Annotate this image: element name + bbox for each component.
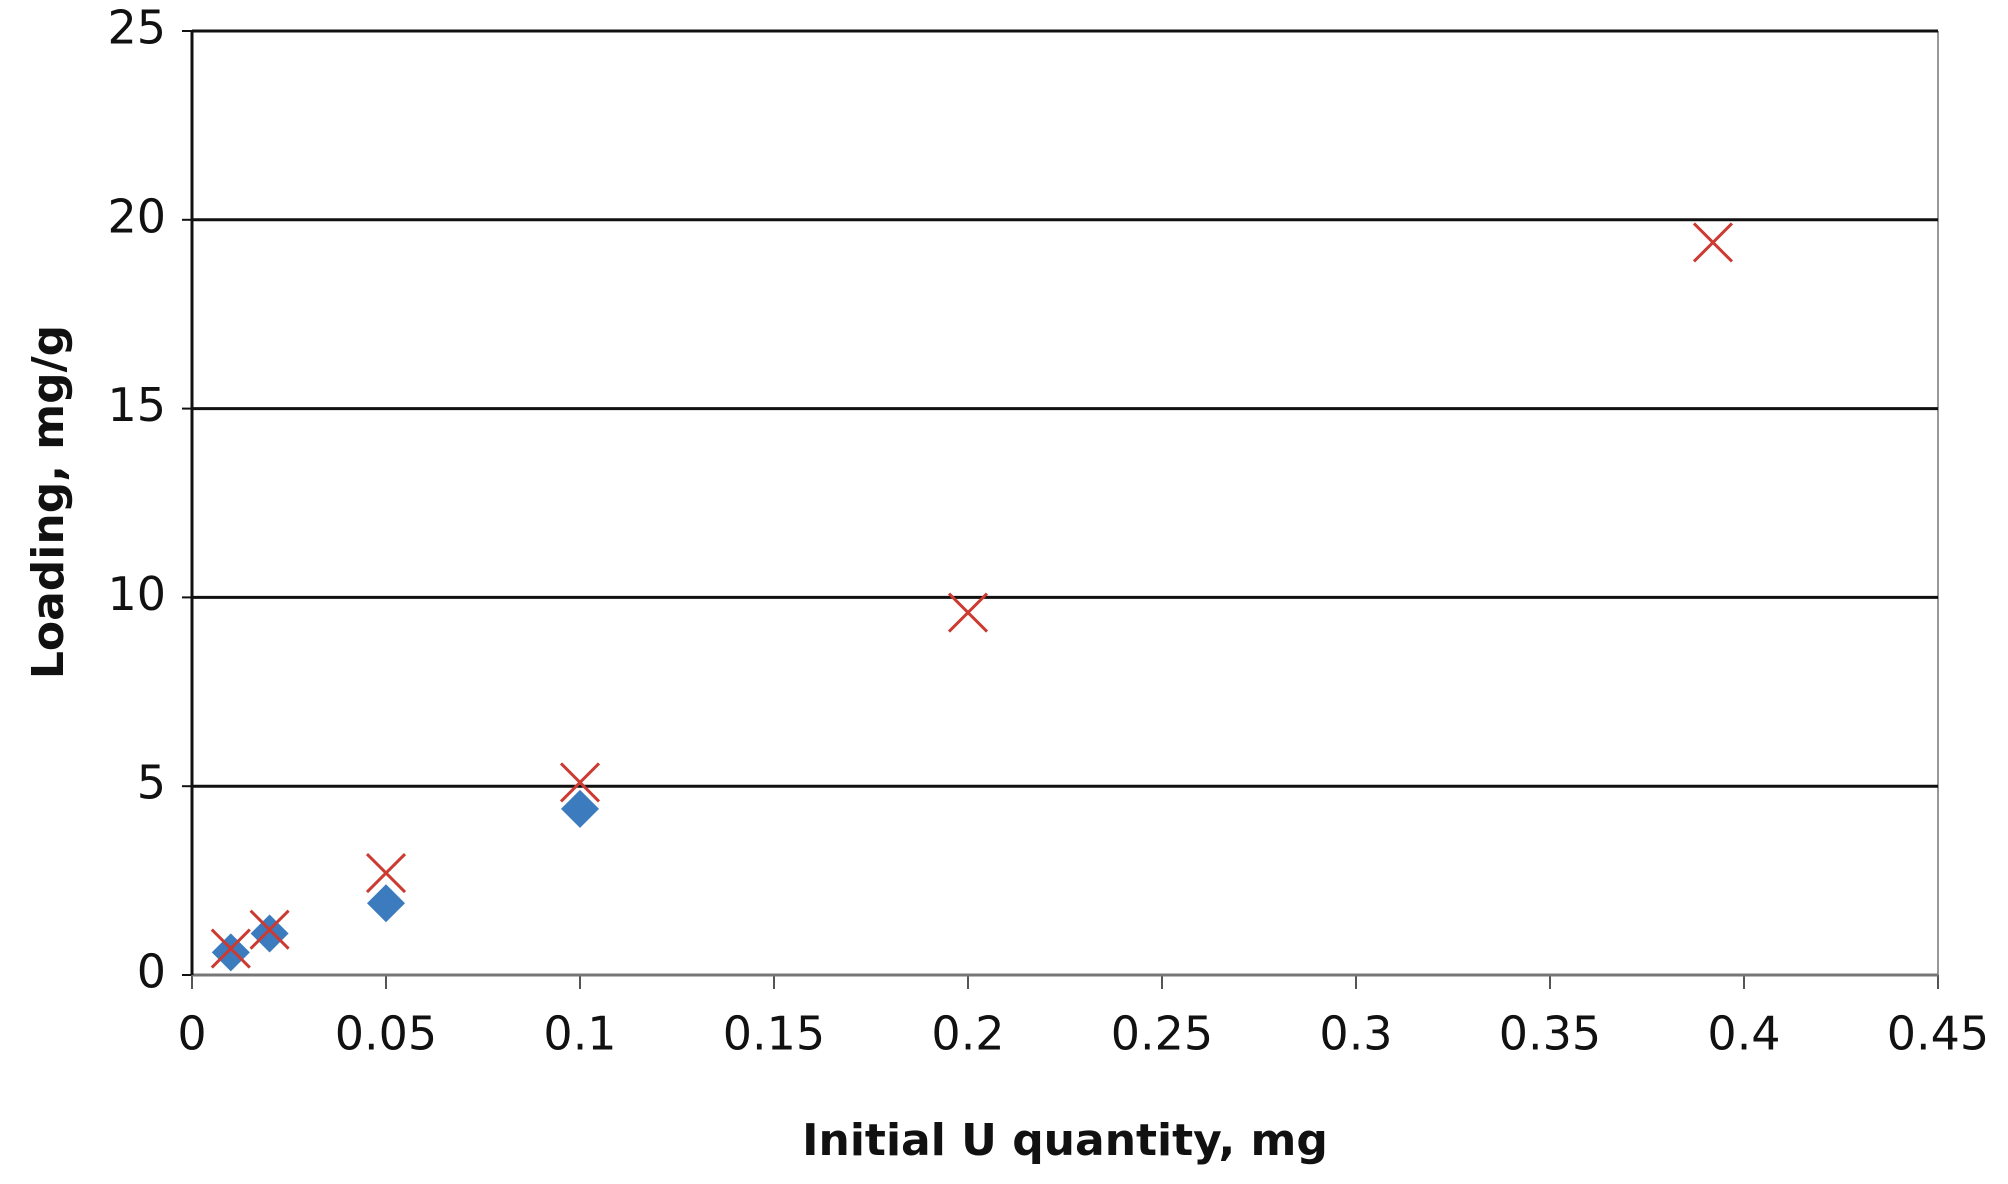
point: [365, 852, 407, 894]
x-tick-label: 0: [177, 1007, 206, 1061]
point: [210, 928, 251, 969]
point: [559, 762, 601, 803]
point: [561, 789, 599, 828]
x-tick-label: 0.05: [335, 1007, 437, 1061]
y-tick-label: 0: [137, 945, 166, 999]
y-tick-label: 20: [107, 189, 166, 243]
point: [367, 884, 405, 923]
point: [1692, 222, 1734, 263]
y-tick-label: 15: [107, 378, 166, 432]
x-tick-label: 0.2: [931, 1007, 1004, 1061]
y-tick-label: 10: [107, 567, 166, 621]
y-tick-label: 25: [107, 1, 166, 55]
y-axis-title: Loading, mg/g: [23, 325, 74, 679]
point: [249, 909, 290, 950]
x-tick-label: 0.45: [1887, 1007, 1989, 1061]
x-tick-label: 0.15: [723, 1007, 825, 1061]
x-tick-label: 0.4: [1707, 1007, 1780, 1061]
y-tick-label: 5: [137, 756, 166, 810]
point: [947, 592, 989, 633]
x-tick-label: 0.35: [1499, 1007, 1601, 1061]
point: [211, 933, 250, 972]
x-axis-title: Initial U quantity, mg: [802, 1115, 1328, 1166]
x-tick-label: 0.1: [543, 1007, 616, 1061]
x-tick-label: 0.3: [1319, 1007, 1392, 1061]
x-tick-label: 0.25: [1111, 1007, 1213, 1061]
point: [250, 914, 289, 953]
